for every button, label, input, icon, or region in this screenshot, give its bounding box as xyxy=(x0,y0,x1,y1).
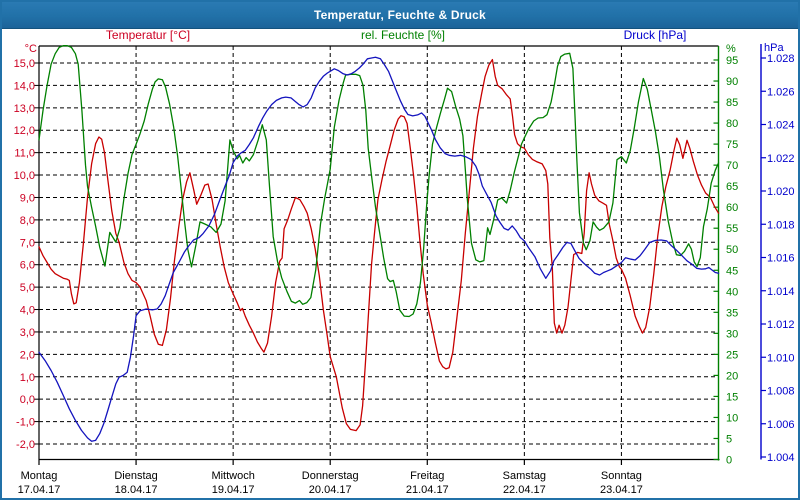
temperature-tick-label: 9,0 xyxy=(20,192,35,204)
window-titlebar: Temperatur, Feuchte & Druck xyxy=(2,2,798,29)
humidity-series-label: rel. Feuchte [%] xyxy=(361,28,445,42)
temperature-axis-unit: °C xyxy=(25,43,37,55)
pressure-axis-unit: hPa xyxy=(764,42,784,54)
humidity-tick-label: 60 xyxy=(726,202,738,214)
temperature-tick-label: 11,0 xyxy=(14,148,35,160)
pressure-tick-label: 1.020 xyxy=(767,186,795,198)
humidity-tick-label: 30 xyxy=(726,328,738,340)
humidity-tick-label: 65 xyxy=(726,181,738,193)
day-date-label: 20.04.17 xyxy=(309,484,352,496)
pressure-tick-label: 1.012 xyxy=(767,319,795,331)
series-layer xyxy=(38,45,720,442)
pressure-curve xyxy=(38,56,720,442)
temperature-tick-label: -2,0 xyxy=(16,439,35,451)
pressure-tick-label: 1.010 xyxy=(767,352,795,364)
humidity-tick-label: 0 xyxy=(726,455,732,467)
axis-label-layer: 15,0 14,0 13,0 12,0 11,0 10,0 9,0 8,0 7,0 6,0 5,0 4… xyxy=(14,53,795,496)
day-name-label: Dienstag xyxy=(114,470,157,482)
grid-layer xyxy=(39,46,719,460)
temperature-tick-label: 5,0 xyxy=(20,282,35,294)
humidity-tick-label: 95 xyxy=(726,55,738,67)
temperature-tick-label: 2,0 xyxy=(20,349,35,361)
day-date-label: 19.04.17 xyxy=(212,484,255,496)
temperature-series-label: Temperatur [°C] xyxy=(106,28,190,42)
temperature-tick-label: 12,0 xyxy=(14,125,35,137)
humidity-curve xyxy=(38,45,720,318)
pressure-tick-label: 1.014 xyxy=(767,286,795,298)
humidity-tick-label: 20 xyxy=(726,370,738,382)
day-date-label: 21.04.17 xyxy=(406,484,449,496)
humidity-axis-unit: % xyxy=(726,43,736,55)
temperature-tick-label: 7,0 xyxy=(20,237,35,249)
temperature-tick-label: 6,0 xyxy=(20,260,35,272)
temperature-curve xyxy=(38,58,720,432)
day-date-label: 18.04.17 xyxy=(115,484,158,496)
temperature-tick-label: 8,0 xyxy=(20,215,35,227)
humidity-tick-label: 70 xyxy=(726,160,738,172)
pressure-tick-label: 1.018 xyxy=(767,219,795,231)
humidity-tick-label: 40 xyxy=(726,286,738,298)
temperature-tick-label: 15,0 xyxy=(14,58,35,70)
humidity-tick-label: 5 xyxy=(726,433,732,445)
day-date-label: 17.04.17 xyxy=(18,484,61,496)
temperature-tick-label: 1,0 xyxy=(20,372,35,384)
day-name-label: Sonntag xyxy=(601,470,642,482)
humidity-tick-label: 15 xyxy=(726,391,738,403)
temperature-tick-label: 3,0 xyxy=(20,327,35,339)
temperature-tick-label: -1,0 xyxy=(16,417,35,429)
humidity-tick-label: 80 xyxy=(726,118,738,130)
humidity-tick-label: 10 xyxy=(726,412,738,424)
temperature-tick-label: 4,0 xyxy=(20,305,35,317)
day-name-label: Donnerstag xyxy=(302,470,359,482)
temperature-tick-label: 13,0 xyxy=(14,103,35,115)
humidity-tick-label: 55 xyxy=(726,223,738,235)
pressure-tick-label: 1.008 xyxy=(767,386,795,398)
day-name-label: Mittwoch xyxy=(211,470,254,482)
pressure-tick-label: 1.024 xyxy=(767,120,795,132)
day-name-label: Samstag xyxy=(503,470,546,482)
pressure-tick-label: 1.022 xyxy=(767,153,795,165)
humidity-tick-label: 45 xyxy=(726,265,738,277)
temperature-tick-label: 14,0 xyxy=(14,80,35,92)
day-name-label: Montag xyxy=(21,470,58,482)
humidity-tick-label: 90 xyxy=(726,76,738,88)
humidity-tick-label: 75 xyxy=(726,139,738,151)
window-title: Temperatur, Feuchte & Druck xyxy=(314,8,486,22)
pressure-tick-label: 1.026 xyxy=(767,86,795,98)
axis-layer xyxy=(34,44,766,465)
humidity-tick-label: 85 xyxy=(726,97,738,109)
temperature-tick-label: 0,0 xyxy=(20,394,35,406)
pressure-tick-label: 1.016 xyxy=(767,253,795,265)
day-name-label: Freitag xyxy=(410,470,444,482)
pressure-tick-label: 1.028 xyxy=(767,53,795,65)
humidity-tick-label: 35 xyxy=(726,307,738,319)
pressure-series-label: Druck [hPa] xyxy=(624,28,687,42)
humidity-tick-label: 25 xyxy=(726,349,738,361)
pressure-tick-label: 1.004 xyxy=(767,452,795,464)
temperature-tick-label: 10,0 xyxy=(14,170,35,182)
day-date-label: 22.04.17 xyxy=(503,484,546,496)
pressure-tick-label: 1.006 xyxy=(767,419,795,431)
humidity-tick-label: 50 xyxy=(726,244,738,256)
day-date-label: 23.04.17 xyxy=(600,484,643,496)
